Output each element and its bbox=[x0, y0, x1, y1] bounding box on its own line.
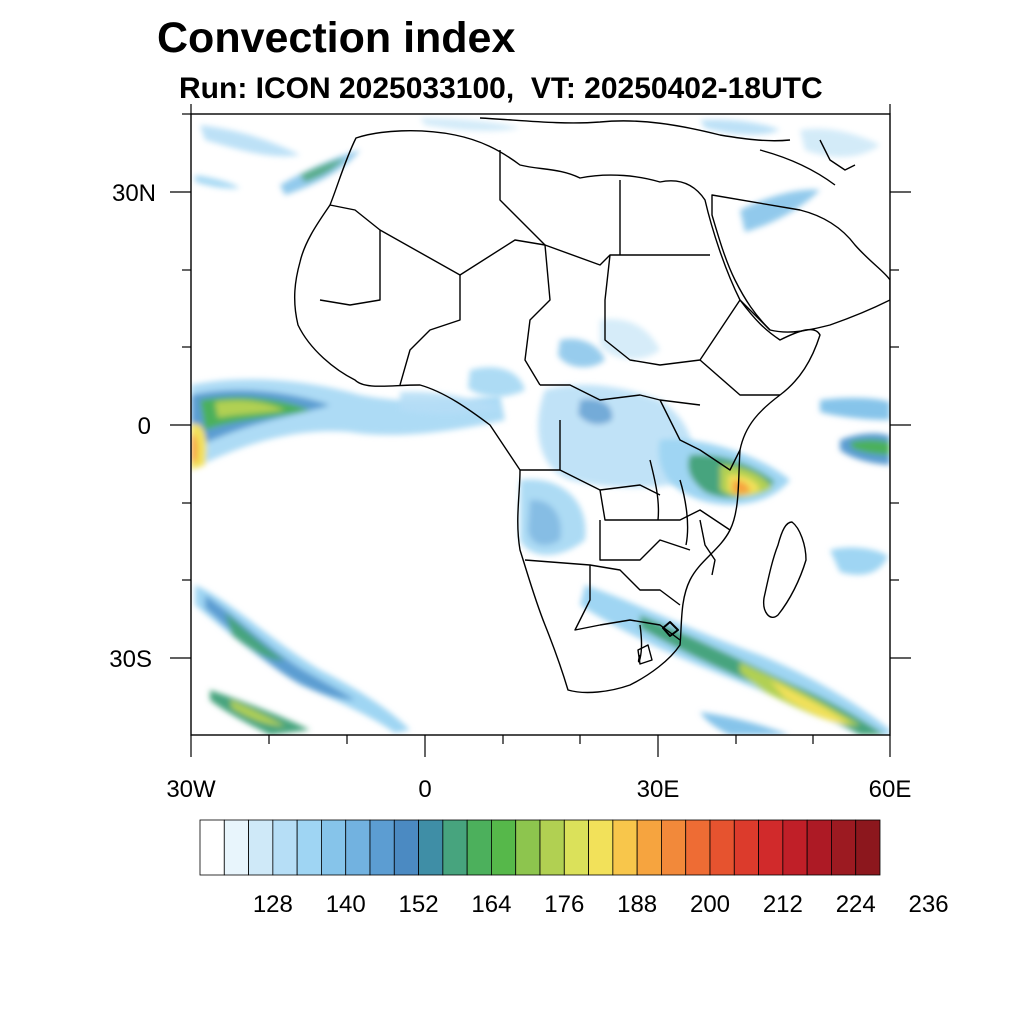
southern-indian-band bbox=[580, 585, 890, 735]
colorbar-swatch bbox=[272, 819, 298, 876]
lon-tick-label: 60E bbox=[869, 776, 912, 803]
arabia-coastline bbox=[711, 194, 890, 333]
colorbar-swatch bbox=[321, 819, 347, 876]
colorbar-swatch bbox=[199, 819, 225, 876]
colorbar-swatch bbox=[223, 819, 249, 876]
northern-streaks bbox=[195, 118, 880, 232]
itcz-atlantic-band bbox=[191, 379, 505, 470]
colorbar bbox=[199, 819, 881, 876]
colorbar-label: 224 bbox=[836, 891, 876, 918]
lat-tick-label: 30N bbox=[112, 180, 156, 207]
colorbar-swatch bbox=[831, 819, 857, 876]
colorbar-swatch bbox=[296, 819, 322, 876]
colorbar-swatch bbox=[491, 819, 517, 876]
colorbar-label: 152 bbox=[399, 891, 439, 918]
colorbar-swatch bbox=[782, 819, 808, 876]
colorbar-swatch bbox=[758, 819, 784, 876]
colorbar-swatch bbox=[661, 819, 687, 876]
lon-tick-label: 30E bbox=[637, 776, 680, 803]
colorbar-swatch bbox=[248, 819, 274, 876]
lat-tick-label: 0 bbox=[138, 413, 151, 440]
colorbar-swatch bbox=[369, 819, 395, 876]
colorbar-swatch bbox=[345, 819, 371, 876]
colorbar-swatch bbox=[685, 819, 711, 876]
colorbar-label: 176 bbox=[544, 891, 584, 918]
colorbar-label: 236 bbox=[909, 891, 949, 918]
colorbar-swatch bbox=[539, 819, 565, 876]
lon-tick-label: 30W bbox=[166, 776, 216, 803]
colorbar-swatch bbox=[418, 819, 444, 876]
colorbar-swatch bbox=[515, 819, 541, 876]
lon-tick-label: 0 bbox=[418, 776, 431, 803]
colorbar-label: 188 bbox=[617, 891, 657, 918]
colorbar-label: 200 bbox=[690, 891, 730, 918]
run-subtitle: Run: ICON 2025033100, VT: 20250402-18UTC bbox=[179, 72, 823, 105]
colorbar-swatch bbox=[563, 819, 589, 876]
colorbar-swatch bbox=[466, 819, 492, 876]
colorbar-label: 164 bbox=[471, 891, 511, 918]
colorbar-swatch bbox=[733, 819, 759, 876]
central-africa-convection bbox=[468, 319, 694, 555]
south-atlantic-bands bbox=[195, 585, 410, 735]
colorbar-label: 140 bbox=[326, 891, 366, 918]
map-title: Convection index bbox=[157, 14, 516, 62]
colorbar-swatch bbox=[806, 819, 832, 876]
madagascar-coastline bbox=[763, 521, 807, 618]
africa-coastline bbox=[294, 130, 821, 694]
convection-field-layer bbox=[191, 118, 890, 735]
lat-tick-label: 30S bbox=[109, 646, 152, 673]
coastlines-and-borders bbox=[294, 117, 890, 694]
colorbar-swatch bbox=[855, 819, 881, 876]
colorbar-swatch bbox=[612, 819, 638, 876]
latitude-axis bbox=[170, 113, 911, 659]
indian-ocean-cells bbox=[820, 397, 890, 575]
colorbar-swatch bbox=[442, 819, 468, 876]
colorbar-swatch bbox=[636, 819, 662, 876]
colorbar-label: 128 bbox=[253, 891, 293, 918]
east-africa-hotspot bbox=[659, 439, 790, 505]
longitude-axis bbox=[190, 104, 891, 757]
colorbar-swatch bbox=[588, 819, 614, 876]
colorbar-swatch bbox=[709, 819, 735, 876]
colorbar-label: 212 bbox=[763, 891, 803, 918]
colorbar-labels: 128 140 152 164 176 188 200 212 224 236 bbox=[253, 891, 949, 918]
colorbar-swatch bbox=[393, 819, 419, 876]
